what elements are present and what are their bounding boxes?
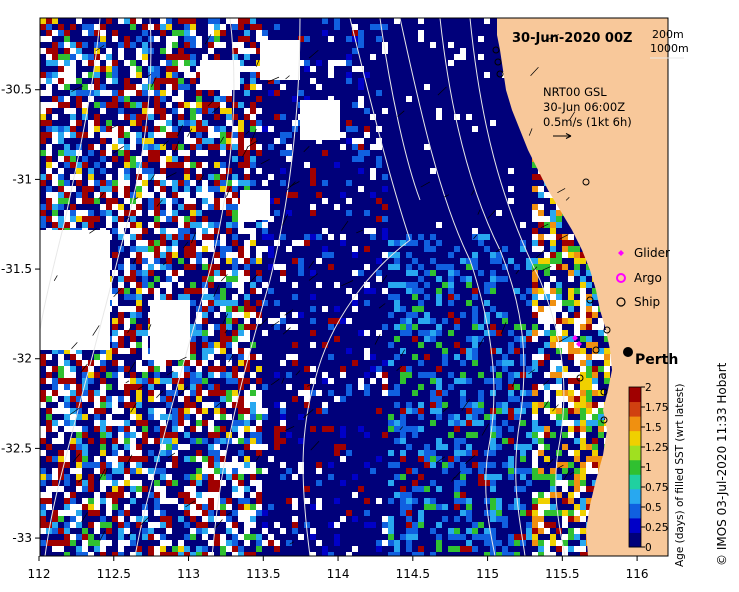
depth-label-1000m: 1000m bbox=[650, 42, 689, 55]
current-scale-arrow bbox=[553, 133, 572, 139]
colorbar-swatch bbox=[629, 459, 641, 475]
colorbar-swatch bbox=[629, 517, 641, 533]
x-tick-label: 112.5 bbox=[97, 567, 131, 581]
argo-legend-icon bbox=[616, 273, 626, 283]
glider-positions bbox=[572, 335, 582, 347]
perth-marker bbox=[623, 347, 633, 357]
colorbar-swatch bbox=[629, 416, 641, 432]
x-tick-label: 114.5 bbox=[396, 567, 430, 581]
legend-glider: Glider bbox=[634, 246, 670, 260]
map-title: 30-Jun-2020 00Z bbox=[512, 31, 632, 46]
ship-legend-icon bbox=[616, 297, 626, 307]
current-scale-label: 0.5m/s (1kt 6h) bbox=[543, 115, 632, 129]
colorbar-tick-label: 0.25 bbox=[645, 522, 668, 534]
legend: Glider Argo Ship bbox=[616, 246, 670, 309]
colorbar-swatch bbox=[629, 503, 641, 519]
x-tick-label: 113.5 bbox=[246, 567, 280, 581]
y-tick-label: -30.5 bbox=[1, 83, 32, 97]
colorbar-tick-label: 0 bbox=[645, 542, 652, 554]
x-tick-label: 115 bbox=[476, 567, 499, 581]
y-tick-label: -32.5 bbox=[1, 441, 32, 455]
legend-argo: Argo bbox=[634, 271, 662, 285]
colorbar-swatch bbox=[629, 430, 641, 446]
current-model-label: NRT00 GSL bbox=[543, 85, 607, 99]
depth-label-200m: 200m bbox=[652, 28, 684, 41]
colorbar-tick-label: 1.75 bbox=[645, 402, 668, 414]
colorbar-tick-label: 1.25 bbox=[645, 442, 668, 454]
plot-frame bbox=[39, 17, 669, 557]
colorbar-ticks: 0 0.25 0.5 0.75 1 1.25 1.5 1.75 2 bbox=[641, 382, 668, 554]
y-tick-label: -31 bbox=[12, 172, 32, 186]
x-tick-label: 113 bbox=[177, 567, 200, 581]
x-tick-label: 115.5 bbox=[545, 567, 579, 581]
y-tick-label: -33 bbox=[12, 531, 32, 545]
colorbar-tick-label: 0.75 bbox=[645, 482, 668, 494]
sst-field bbox=[40, 18, 668, 556]
colorbar-tick-label: 1.5 bbox=[645, 422, 662, 434]
colorbar-swatches bbox=[629, 387, 641, 548]
credit-text: © IMOS 03-Jul-2020 11:33 Hobart bbox=[715, 362, 729, 566]
colorbar-swatch bbox=[629, 532, 641, 548]
ship-positions bbox=[492, 46, 611, 424]
current-vectors bbox=[53, 34, 576, 545]
colorbar: 0 0.25 0.5 0.75 1 1.25 1.5 1.75 2 Age (days) of … bbox=[628, 382, 686, 567]
x-axis: 112 112.5 113 113.5 114 114.5 115 115.5 116 bbox=[28, 556, 649, 581]
colorbar-swatch bbox=[629, 401, 641, 417]
y-tick-label: -31.5 bbox=[1, 262, 32, 276]
land-mass bbox=[497, 18, 668, 556]
colorbar-title: Age (days) of filled SST (wrt latest) bbox=[674, 384, 686, 567]
y-tick-label: -32 bbox=[12, 352, 32, 366]
colorbar-swatch bbox=[629, 387, 641, 403]
colorbar-tick-label: 1 bbox=[645, 462, 652, 474]
x-tick-label: 112 bbox=[28, 567, 51, 581]
y-axis: -30.5 -31 -31.5 -32 -32.5 -33 bbox=[1, 83, 40, 545]
glider-legend-icon bbox=[618, 250, 624, 256]
x-tick-label: 116 bbox=[626, 567, 649, 581]
colorbar-swatch bbox=[629, 488, 641, 504]
bathymetry-contours bbox=[40, 18, 566, 556]
current-time-label: 30-Jun 06:00Z bbox=[543, 100, 625, 114]
colorbar-swatch bbox=[629, 445, 641, 461]
colorbar-tick-label: 0.5 bbox=[645, 502, 662, 514]
colorbar-tick-label: 2 bbox=[645, 382, 652, 394]
legend-ship: Ship bbox=[634, 295, 660, 309]
x-tick-label: 114 bbox=[327, 567, 350, 581]
city-label-perth: Perth bbox=[635, 352, 678, 368]
colorbar-swatch bbox=[629, 474, 641, 490]
